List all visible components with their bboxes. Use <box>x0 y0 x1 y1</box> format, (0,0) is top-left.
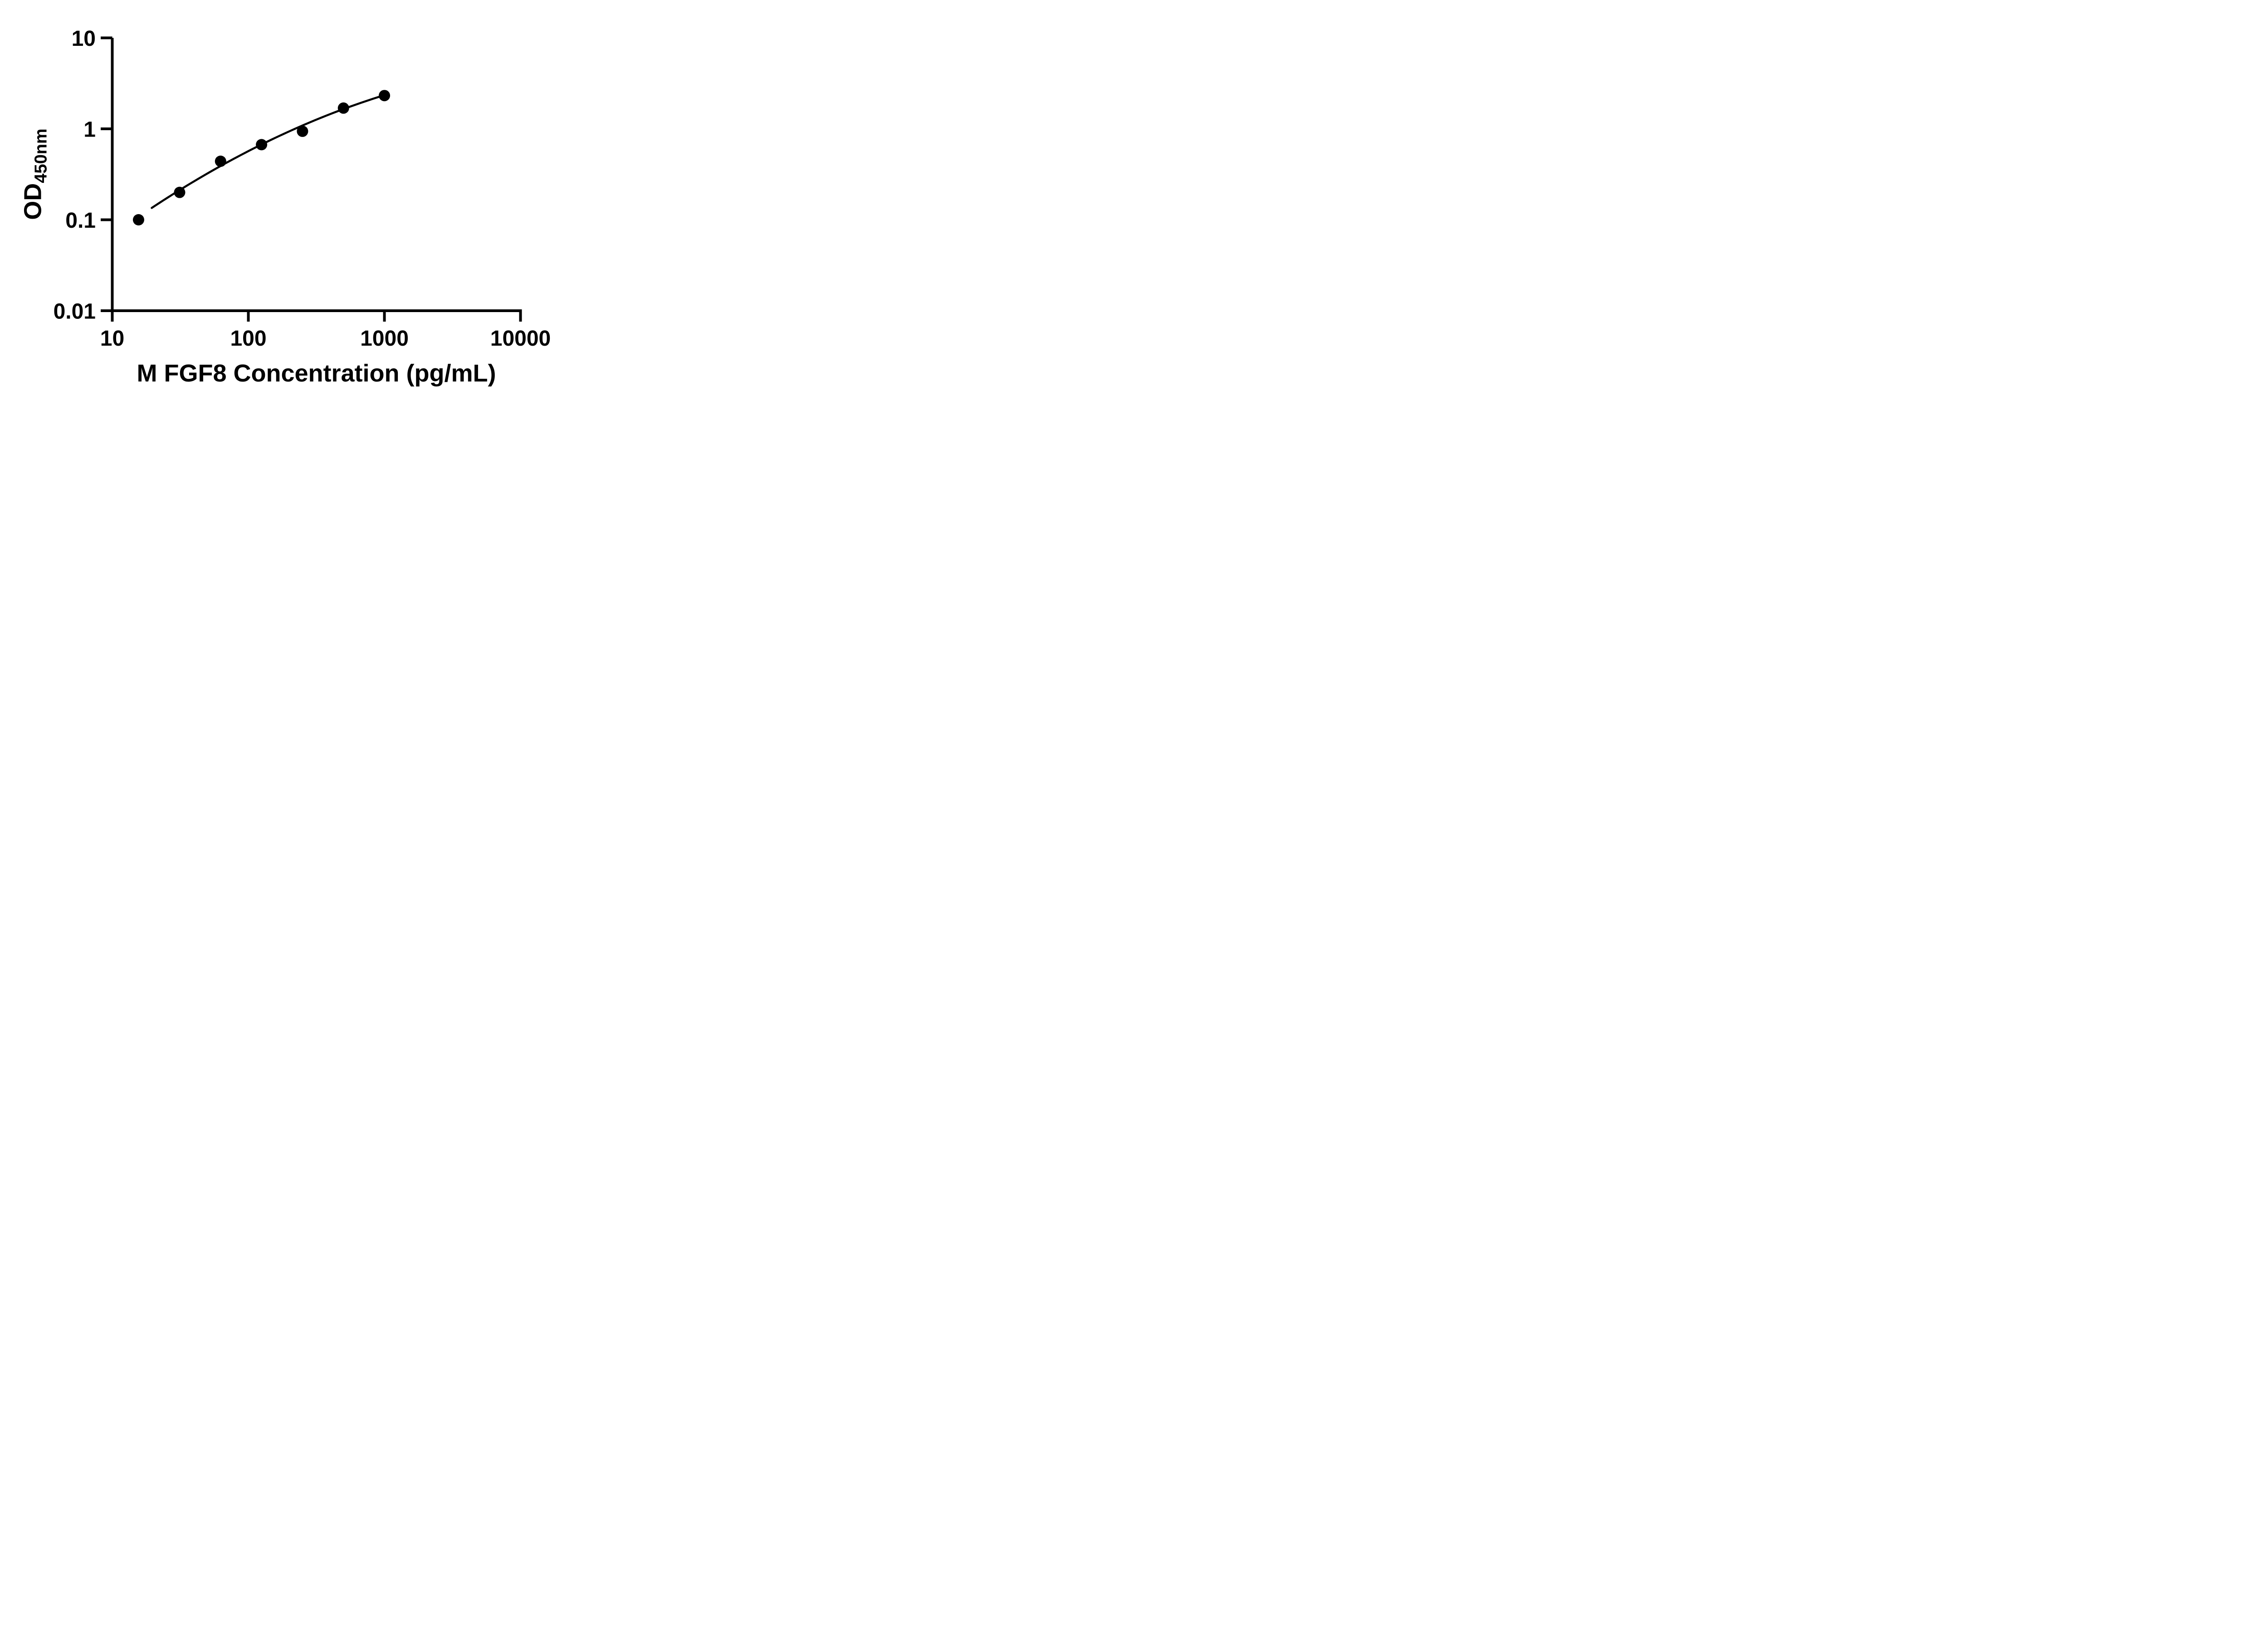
y-axis-title: OD450nm <box>19 128 51 220</box>
data-point <box>337 102 349 114</box>
y-tick-label: 0.1 <box>65 209 96 233</box>
data-point <box>215 155 226 167</box>
standard-curve-figure: 10 1 0.1 0.01 10 100 1000 10000 M FGF8 Concentr… <box>0 0 583 408</box>
data-point <box>256 139 268 151</box>
data-point <box>379 90 390 102</box>
data-point <box>174 186 186 198</box>
data-point <box>132 214 144 225</box>
x-tick-label: 10000 <box>490 327 551 351</box>
y-tick-label: 0.01 <box>54 299 96 323</box>
y-axis-title-subscript: 450nm <box>31 128 51 183</box>
y-tick-label: 10 <box>72 27 96 51</box>
x-axis-title: M FGF8 Concentration (pg/mL) <box>137 360 496 387</box>
data-point <box>297 125 308 137</box>
x-tick-label: 10 <box>100 327 124 351</box>
fit-curve-line <box>151 94 386 209</box>
axis-frame <box>111 38 522 312</box>
y-axis-title-main: OD <box>19 183 47 220</box>
x-tick-label: 1000 <box>360 327 409 351</box>
y-tick-label: 1 <box>83 117 96 142</box>
x-tick-label: 100 <box>230 327 266 351</box>
